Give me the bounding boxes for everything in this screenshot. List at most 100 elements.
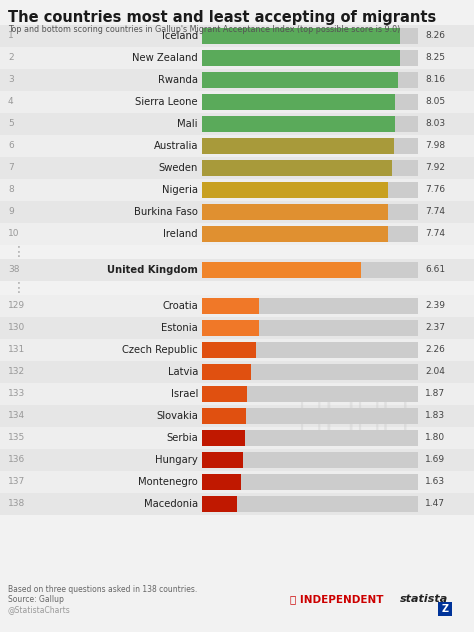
- Text: Israel: Israel: [171, 389, 198, 399]
- Text: 1: 1: [8, 32, 14, 40]
- Text: 2.39: 2.39: [425, 301, 445, 310]
- Text: 👤: 👤: [298, 397, 322, 435]
- Text: 133: 133: [8, 389, 25, 399]
- Text: 1.80: 1.80: [425, 434, 445, 442]
- Bar: [202, 320, 259, 336]
- Text: 1.63: 1.63: [425, 478, 445, 487]
- Bar: [0, 69, 474, 91]
- Text: 4: 4: [8, 97, 14, 107]
- Bar: [202, 408, 246, 424]
- Bar: [202, 160, 418, 176]
- Text: Mali: Mali: [177, 119, 198, 129]
- Text: Serbia: Serbia: [166, 433, 198, 443]
- Bar: [202, 364, 251, 380]
- Bar: [202, 204, 418, 220]
- Bar: [0, 259, 474, 281]
- Bar: [0, 361, 474, 383]
- Text: New Zealand: New Zealand: [132, 53, 198, 63]
- Bar: [202, 342, 256, 358]
- Bar: [0, 113, 474, 135]
- Text: Rwanda: Rwanda: [158, 75, 198, 85]
- Text: Iceland: Iceland: [162, 31, 198, 41]
- Bar: [202, 386, 418, 402]
- Text: 8.25: 8.25: [425, 54, 445, 63]
- Bar: [438, 602, 452, 616]
- Text: @StatistaCharts: @StatistaCharts: [8, 605, 71, 614]
- Text: 6: 6: [8, 142, 14, 150]
- Text: 131: 131: [8, 346, 25, 355]
- Bar: [202, 320, 418, 336]
- Bar: [202, 474, 241, 490]
- Bar: [202, 182, 418, 198]
- Text: Hungary: Hungary: [155, 455, 198, 465]
- Bar: [202, 138, 418, 154]
- Text: Ⓘ INDEPENDENT: Ⓘ INDEPENDENT: [290, 594, 383, 604]
- Bar: [0, 179, 474, 201]
- Bar: [202, 94, 418, 110]
- Text: 1.69: 1.69: [425, 456, 445, 465]
- Text: 38: 38: [8, 265, 19, 274]
- Text: 👤: 👤: [356, 397, 380, 435]
- Text: United Kingdom: United Kingdom: [107, 265, 198, 275]
- Text: 137: 137: [8, 478, 25, 487]
- Bar: [202, 72, 398, 88]
- Text: 7: 7: [8, 164, 14, 173]
- Text: Macedonia: Macedonia: [144, 499, 198, 509]
- Bar: [0, 471, 474, 493]
- Bar: [202, 204, 388, 220]
- Bar: [0, 405, 474, 427]
- Bar: [202, 408, 418, 424]
- Text: 2.26: 2.26: [425, 346, 445, 355]
- Text: 130: 130: [8, 324, 25, 332]
- Bar: [202, 116, 418, 132]
- Bar: [0, 383, 474, 405]
- Text: Based on three questions asked in 138 countries.: Based on three questions asked in 138 co…: [8, 585, 197, 594]
- Text: 👤: 👤: [325, 392, 355, 440]
- Text: 132: 132: [8, 367, 25, 377]
- Text: 2.04: 2.04: [425, 367, 445, 377]
- Text: Burkina Faso: Burkina Faso: [134, 207, 198, 217]
- Bar: [0, 25, 474, 47]
- Text: 9: 9: [8, 207, 14, 217]
- Bar: [202, 496, 418, 512]
- Text: 7.74: 7.74: [425, 207, 445, 217]
- Bar: [202, 430, 245, 446]
- Bar: [202, 226, 418, 242]
- Bar: [202, 452, 243, 468]
- Bar: [202, 50, 400, 66]
- Bar: [202, 72, 418, 88]
- Bar: [202, 50, 418, 66]
- Text: ⋮: ⋮: [12, 245, 26, 259]
- Bar: [202, 160, 392, 176]
- Text: 6.61: 6.61: [425, 265, 445, 274]
- Bar: [0, 339, 474, 361]
- Bar: [202, 28, 418, 44]
- Bar: [0, 427, 474, 449]
- Text: Sierra Leone: Sierra Leone: [136, 97, 198, 107]
- Text: Estonia: Estonia: [161, 323, 198, 333]
- Bar: [202, 262, 418, 278]
- Text: Czech Republic: Czech Republic: [122, 345, 198, 355]
- Bar: [202, 298, 259, 314]
- Text: 7.98: 7.98: [425, 142, 445, 150]
- Text: 8.03: 8.03: [425, 119, 445, 128]
- Text: statista: statista: [400, 594, 448, 604]
- Bar: [0, 223, 474, 245]
- Text: 138: 138: [8, 499, 25, 509]
- Text: 7.74: 7.74: [425, 229, 445, 238]
- Text: Croatia: Croatia: [162, 301, 198, 311]
- Text: Top and bottom scoring countries in Gallup's Migrant Acceptance Index (top possi: Top and bottom scoring countries in Gall…: [8, 25, 400, 34]
- Bar: [202, 116, 395, 132]
- Bar: [202, 452, 418, 468]
- Text: 7.92: 7.92: [425, 164, 445, 173]
- Bar: [202, 342, 418, 358]
- Text: The countries most and least accepting of migrants: The countries most and least accepting o…: [8, 10, 436, 25]
- Bar: [202, 474, 418, 490]
- Text: 1.83: 1.83: [425, 411, 445, 420]
- Text: Nigeria: Nigeria: [162, 185, 198, 195]
- Bar: [0, 449, 474, 471]
- Text: Montenegro: Montenegro: [138, 477, 198, 487]
- Bar: [0, 201, 474, 223]
- Bar: [202, 298, 418, 314]
- Text: ⋮: ⋮: [12, 281, 26, 295]
